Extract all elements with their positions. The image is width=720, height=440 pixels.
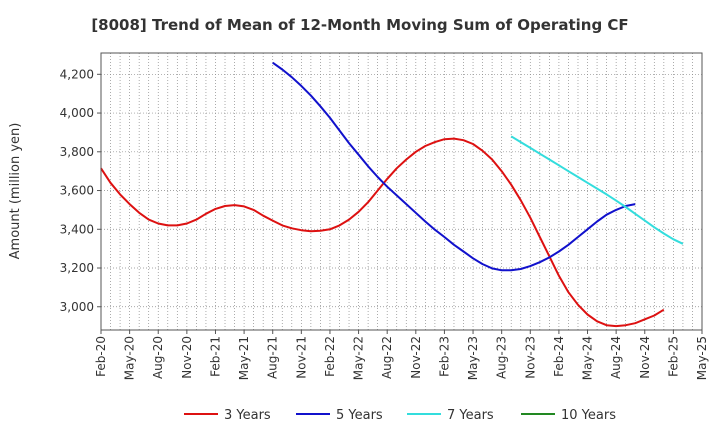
y-tick-label: 4,000 (60, 106, 94, 120)
series-lines (100, 61, 684, 328)
y-tick-label: 3,200 (60, 261, 94, 275)
y-tick-label: 3,600 (60, 184, 94, 198)
x-tick-label: Nov-20 (180, 336, 194, 379)
x-tick-label: Aug-22 (380, 336, 394, 379)
x-tick-label: May-22 (352, 336, 366, 380)
x-tick-label: Feb-22 (323, 336, 337, 377)
x-tick-label: Aug-24 (609, 336, 623, 379)
y-tick-label: 3,800 (60, 145, 94, 159)
x-tick-label: Aug-21 (266, 336, 280, 379)
x-tick-label: Nov-23 (523, 336, 537, 379)
x-tick-label: May-23 (466, 336, 480, 380)
y-tick-label: 4,200 (60, 67, 94, 81)
legend-label-5-years: 5 Years (336, 408, 383, 423)
x-tick-label: Aug-23 (495, 336, 509, 379)
series-line-7-years (510, 135, 684, 245)
x-tick-label: Nov-24 (638, 336, 652, 379)
x-tick-label: May-21 (237, 336, 251, 380)
legend-label-3-years: 3 Years (224, 408, 271, 423)
grid (101, 53, 702, 330)
series-line-5-years (272, 61, 636, 272)
x-tick-label: May-24 (581, 336, 595, 380)
x-tick-label: Feb-24 (552, 336, 566, 377)
x-tick-label: Feb-21 (208, 336, 222, 377)
x-tick-label: Nov-21 (294, 336, 308, 379)
x-tick-label: Feb-23 (437, 336, 451, 377)
legend-label-10-years: 10 Years (561, 408, 616, 423)
x-tick-label: May-20 (123, 336, 137, 380)
x-tick-label: Nov-22 (409, 336, 423, 379)
series-line-3-years (100, 137, 665, 328)
legend: 3 Years 5 Years 7 Years 10 Years (184, 408, 616, 423)
y-tick-label: 3,400 (60, 222, 94, 236)
x-tick-label: Feb-25 (666, 336, 680, 377)
chart-title: [8008] Trend of Mean of 12-Month Moving … (91, 16, 628, 34)
x-tick-label: Aug-20 (151, 336, 165, 379)
y-axis-label: Amount (million yen) (8, 123, 23, 260)
plot-frame (100, 52, 703, 331)
x-tick-label: Feb-20 (94, 336, 108, 377)
y-axis-ticks: 3,000 3,200 3,400 3,600 3,800 4,000 4,200 (60, 67, 101, 314)
y-tick-label: 3,000 (60, 300, 94, 314)
legend-label-7-years: 7 Years (447, 408, 494, 423)
x-axis-ticks: Feb-20 May-20 Aug-20 Nov-20 Feb-21 May-21 Aug-… (94, 330, 709, 380)
x-tick-label: May-25 (695, 336, 709, 380)
